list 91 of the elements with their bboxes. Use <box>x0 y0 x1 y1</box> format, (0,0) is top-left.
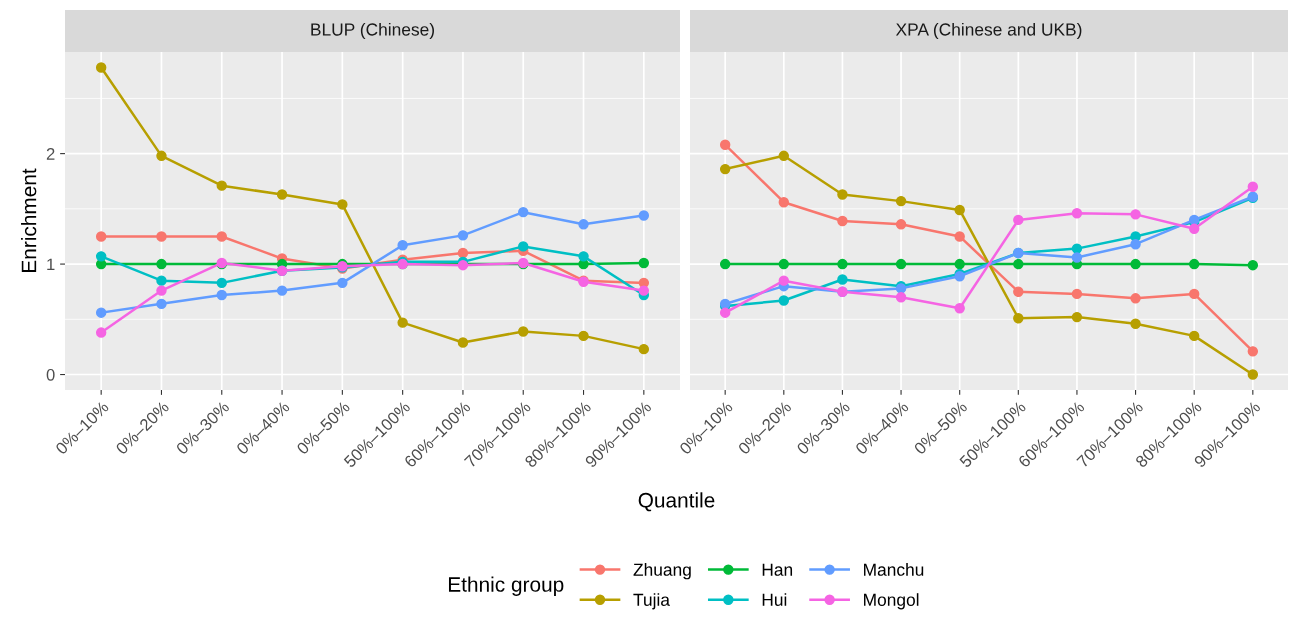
point <box>1188 223 1200 234</box>
point <box>156 231 167 242</box>
point <box>95 62 107 73</box>
point <box>719 163 731 175</box>
point <box>954 204 965 216</box>
point <box>1130 318 1141 329</box>
legend-label: Manchu <box>864 563 924 576</box>
point <box>1071 243 1083 254</box>
legend-title: Ethnic group <box>448 576 564 596</box>
point <box>638 343 650 355</box>
chart-title: BLUP (Chinese) <box>311 22 434 40</box>
point <box>216 231 227 242</box>
point <box>397 240 408 251</box>
point <box>638 257 650 269</box>
point <box>719 258 731 270</box>
point <box>719 307 731 318</box>
point <box>1130 209 1141 220</box>
point <box>837 215 848 227</box>
point <box>1071 252 1083 263</box>
point <box>276 285 288 296</box>
legend-label: Tujia <box>633 593 670 610</box>
point <box>1071 311 1083 323</box>
point <box>156 285 167 296</box>
point <box>1130 238 1141 250</box>
point <box>895 195 907 207</box>
point <box>1013 312 1024 324</box>
x-axis-title: Quantile <box>638 492 715 512</box>
legend-label: Zhuang <box>633 563 691 580</box>
point <box>337 199 348 210</box>
point <box>578 251 589 262</box>
point <box>1013 286 1024 297</box>
legend-label: Hui <box>762 593 787 606</box>
point <box>1247 181 1259 192</box>
point <box>276 189 288 200</box>
point <box>778 275 790 286</box>
point <box>837 258 848 270</box>
point <box>1071 208 1083 219</box>
point <box>1188 288 1200 300</box>
point <box>1130 293 1141 304</box>
y-tick-label: 2 <box>46 148 55 160</box>
point <box>457 247 469 259</box>
point <box>337 277 348 289</box>
point <box>719 139 731 150</box>
point <box>397 317 408 328</box>
point <box>156 275 167 286</box>
point <box>778 295 790 306</box>
point <box>895 258 907 270</box>
chart-title: XPA (Chinese and UKB) <box>895 22 1082 40</box>
point <box>216 277 227 289</box>
legend-label: Mongol <box>864 593 919 610</box>
point <box>1130 258 1141 270</box>
point <box>156 258 167 270</box>
legend-label: Han <box>762 563 793 576</box>
point <box>578 219 589 230</box>
point <box>518 206 529 218</box>
point <box>457 337 469 348</box>
point <box>457 230 469 241</box>
point <box>837 189 848 200</box>
point <box>1188 258 1200 270</box>
point <box>156 298 167 310</box>
point <box>895 292 907 303</box>
point <box>778 150 790 162</box>
point <box>518 241 529 252</box>
point <box>638 210 650 221</box>
point <box>216 289 227 301</box>
y-tick-label: 1 <box>47 258 55 271</box>
point <box>1247 369 1259 380</box>
point <box>95 251 107 262</box>
point <box>578 330 589 342</box>
point <box>1013 258 1024 270</box>
point <box>518 326 529 337</box>
point <box>778 197 790 208</box>
point <box>638 285 650 296</box>
point <box>778 258 790 270</box>
point <box>1188 330 1200 342</box>
point <box>1071 288 1083 300</box>
point <box>1247 346 1259 357</box>
point <box>1013 214 1024 226</box>
point <box>1247 259 1259 271</box>
point <box>895 219 907 230</box>
point <box>95 327 107 338</box>
y-tick-label: 0 <box>46 368 55 381</box>
point <box>95 307 107 318</box>
y-axis-title: Enrichment <box>21 168 37 272</box>
point <box>95 231 107 242</box>
point <box>954 258 965 270</box>
point <box>837 274 848 285</box>
point <box>954 231 965 242</box>
point <box>954 303 965 314</box>
point <box>156 150 167 162</box>
point <box>216 180 227 191</box>
